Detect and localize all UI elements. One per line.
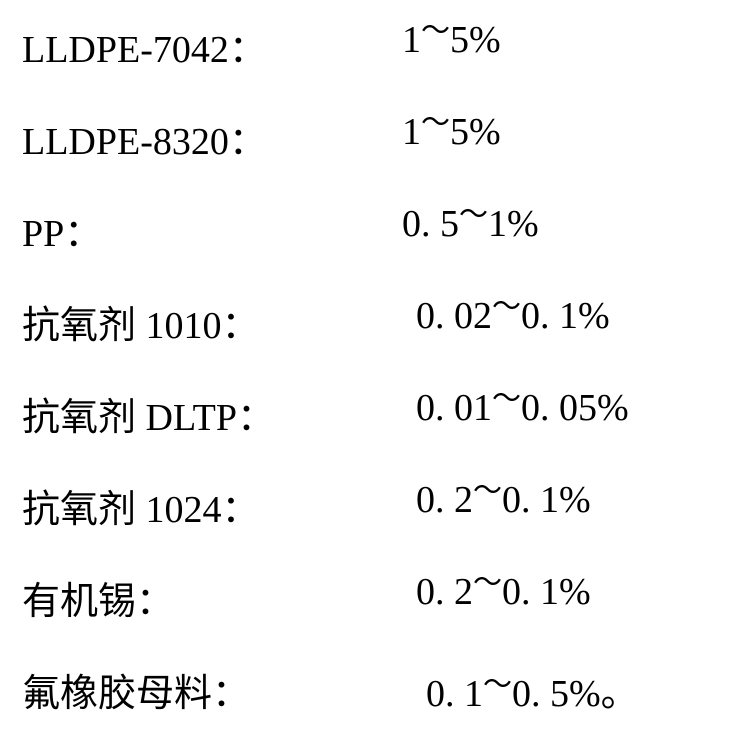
range-tilde: ～ — [473, 567, 502, 599]
ingredient-range: 1～5% — [402, 110, 501, 154]
range-high: 0. 1% — [502, 479, 591, 521]
composition-list: LLDPE-7042：1～5%LLDPE-8320：1～5%PP：0. 5～1%… — [0, 0, 750, 743]
range-low: 0. 1 — [426, 673, 483, 715]
range-tilde: ～ — [492, 383, 521, 415]
range-low: 0. 5 — [402, 203, 459, 245]
ingredient-label: 有机锡： — [22, 570, 174, 625]
range-low: 1 — [402, 111, 421, 153]
range-low: 0. 2 — [416, 479, 473, 521]
range-high: 5% — [450, 111, 501, 153]
range-high: 5% — [450, 19, 501, 61]
ingredient-label: 氟橡胶母料： — [22, 662, 250, 717]
ingredient-range: 0. 1～0. 5%。 — [426, 662, 639, 717]
range-high: 1% — [488, 203, 539, 245]
range-low: 0. 2 — [416, 571, 473, 613]
range-tilde: ～ — [483, 669, 512, 701]
range-high: 0. 05% — [521, 387, 629, 429]
range-tilde: ～ — [421, 15, 450, 47]
ingredient-label: LLDPE-8320： — [22, 110, 267, 165]
range-high: 0. 1% — [521, 295, 610, 337]
range-low: 0. 01 — [416, 387, 492, 429]
ingredient-range: 0. 2～0. 1% — [416, 570, 591, 614]
ingredient-label: 抗氧剂 DLTP： — [22, 386, 275, 441]
range-low: 0. 02 — [416, 295, 492, 337]
ingredient-label: 抗氧剂 1024： — [22, 478, 260, 533]
range-tilde: ～ — [473, 475, 502, 507]
ingredient-range: 0. 01～0. 05% — [416, 386, 629, 430]
ingredient-label: PP： — [22, 202, 102, 257]
range-tilde: ～ — [492, 291, 521, 323]
ingredient-range: 1～5% — [402, 18, 501, 62]
ingredient-label: 抗氧剂 1010： — [22, 294, 260, 349]
ingredient-label: LLDPE-7042： — [22, 18, 267, 73]
range-tilde: ～ — [459, 199, 488, 231]
ingredient-range: 0. 2～0. 1% — [416, 478, 591, 522]
ingredient-range: 0. 02～0. 1% — [416, 294, 610, 338]
range-high: 0. 1% — [502, 571, 591, 613]
range-high: 0. 5%。 — [512, 673, 639, 715]
range-low: 1 — [402, 19, 421, 61]
ingredient-range: 0. 5～1% — [402, 202, 539, 246]
range-tilde: ～ — [421, 107, 450, 139]
